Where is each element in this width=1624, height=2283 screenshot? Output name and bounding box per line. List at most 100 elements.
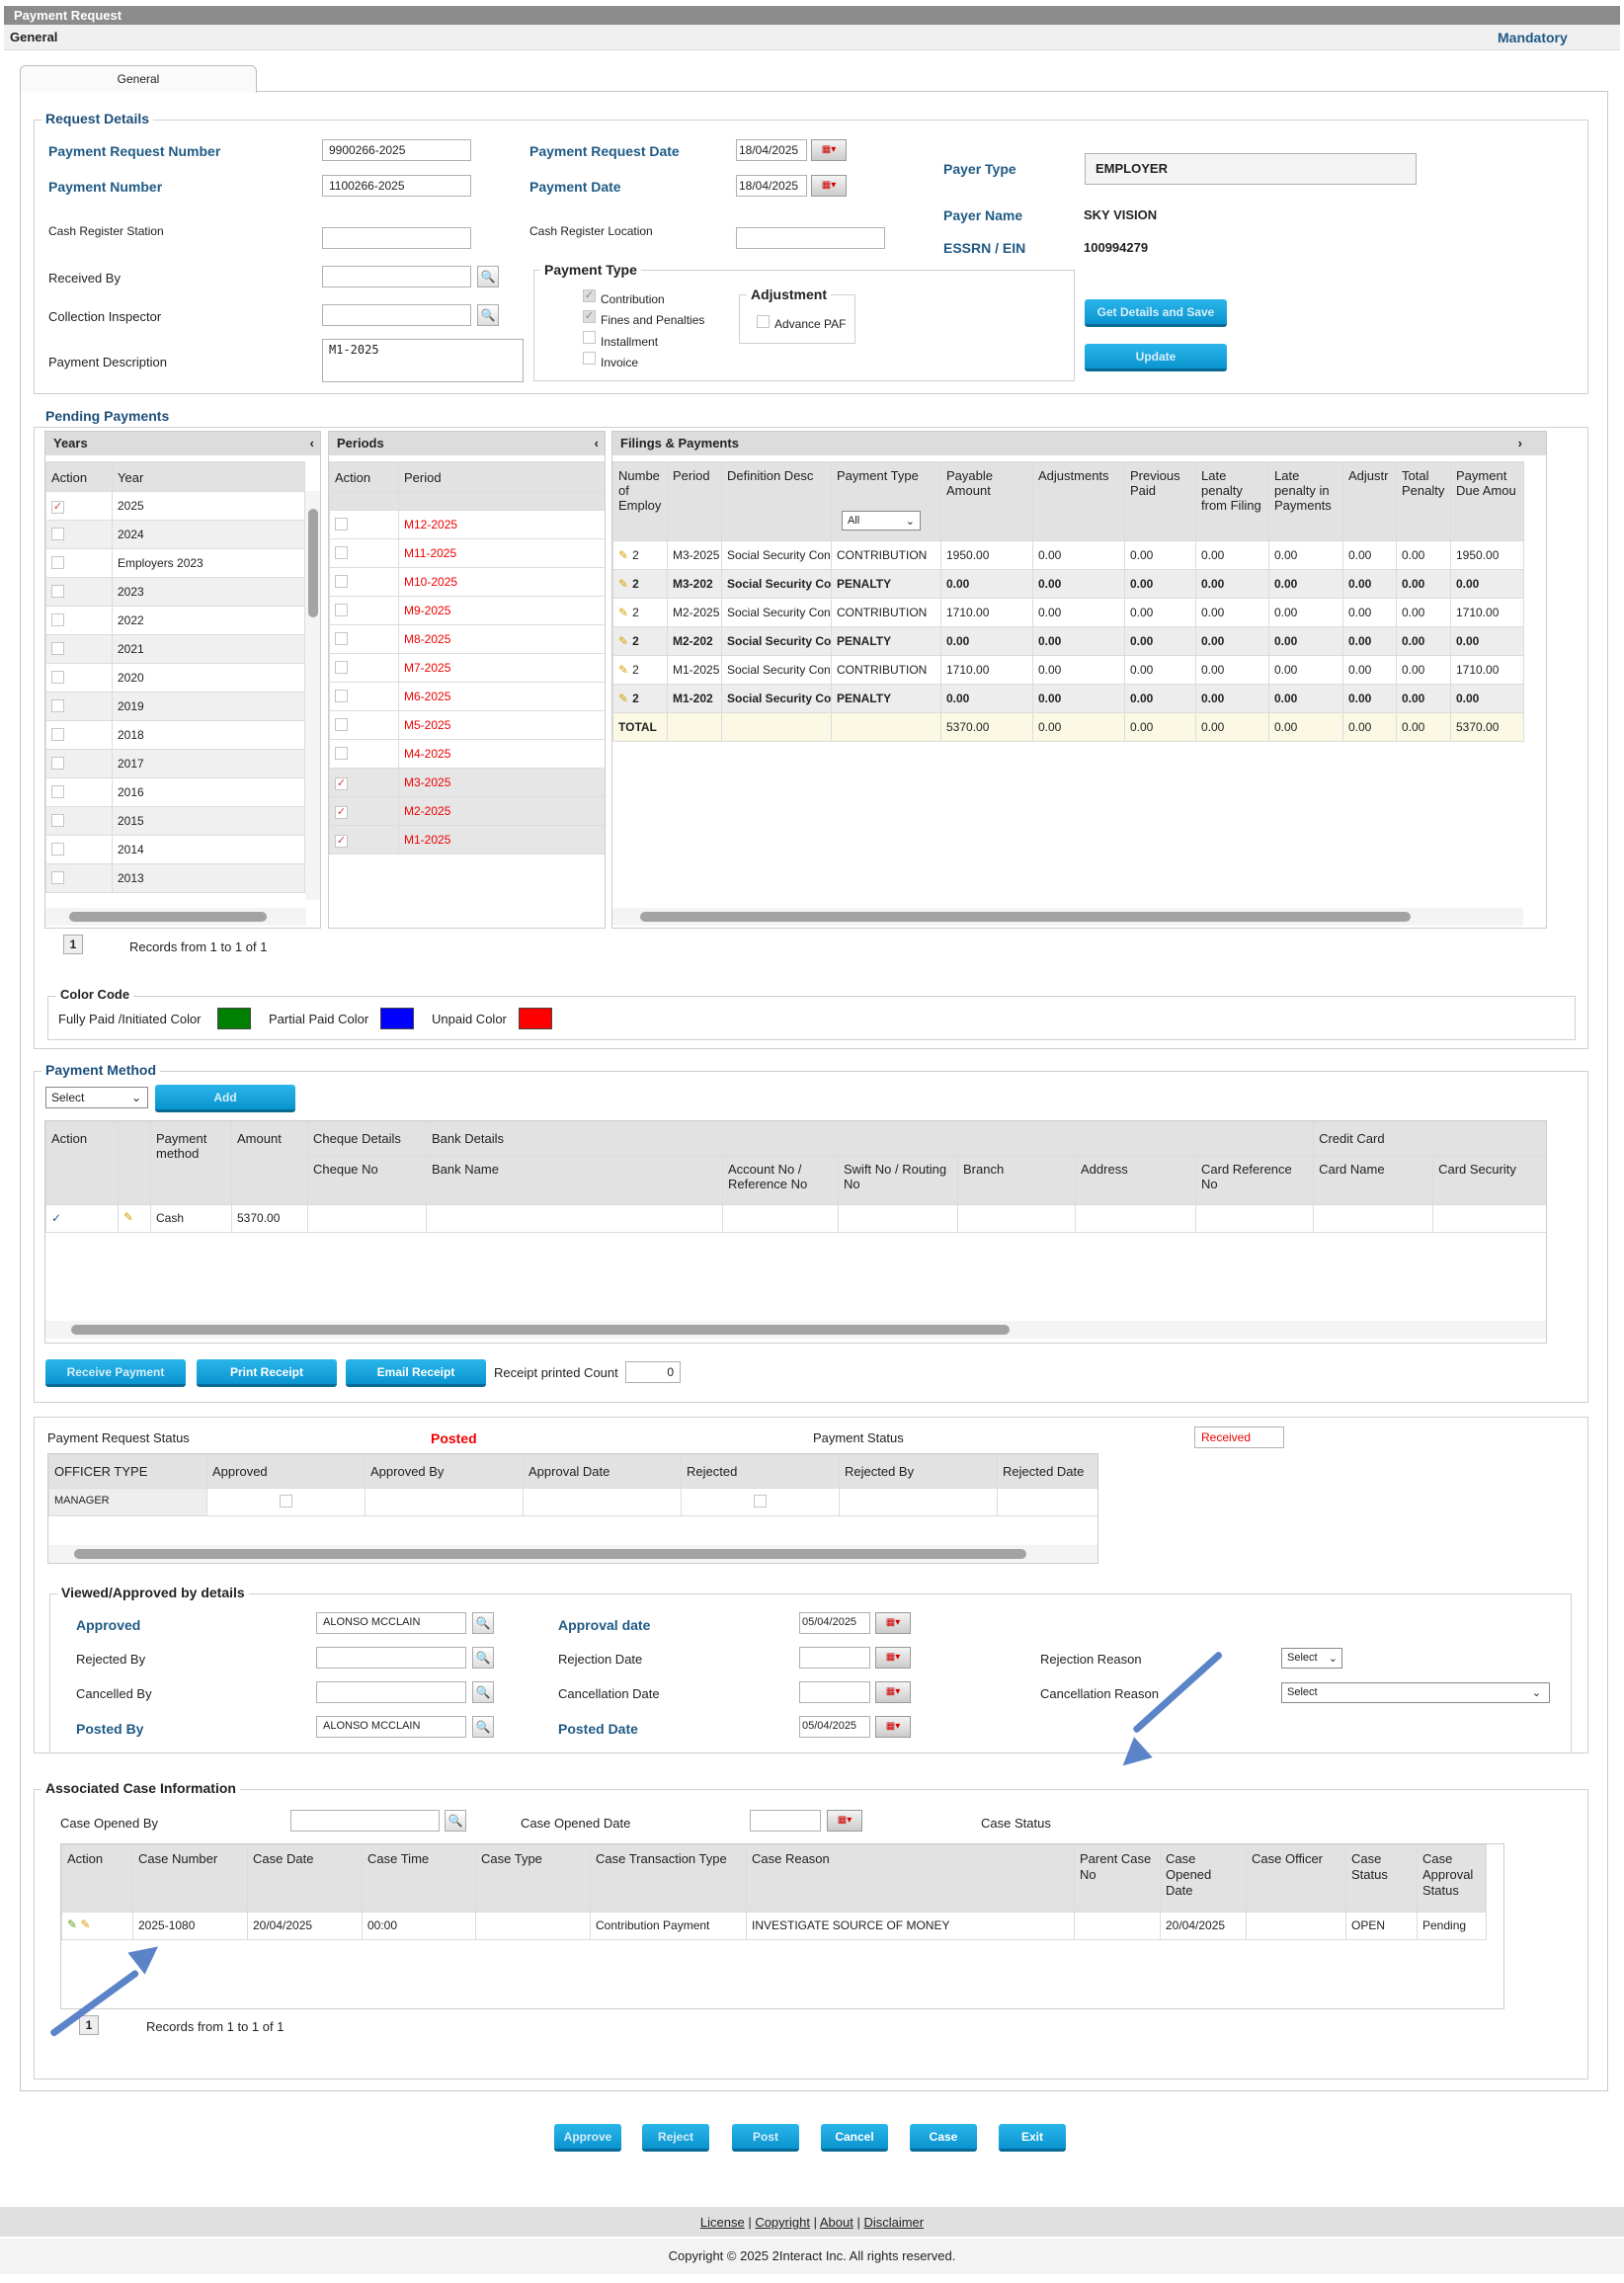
edit-icon[interactable]: ✎ bbox=[618, 663, 629, 677]
rejected-by-search-icon[interactable]: 🔍 bbox=[472, 1647, 494, 1669]
years-scrollbar[interactable] bbox=[305, 491, 320, 900]
update-button[interactable]: Update bbox=[1085, 344, 1227, 371]
year-row[interactable]: 2022 bbox=[45, 606, 305, 635]
row-select-check-icon[interactable]: ✓ bbox=[45, 1204, 119, 1233]
year-checkbox[interactable]: ✓ bbox=[51, 501, 64, 514]
edit-icon[interactable]: ✎ bbox=[618, 577, 629, 591]
period-checkbox[interactable]: ✓ bbox=[335, 806, 348, 819]
filing-row[interactable]: ✎ 2 M1-202 Social Security Co PENALTY 0.00 0.0… bbox=[612, 684, 1524, 713]
year-checkbox[interactable] bbox=[51, 699, 64, 712]
approval-date-field[interactable]: 05/04/2025 bbox=[799, 1612, 870, 1634]
collapse-icon[interactable]: ‹ bbox=[309, 436, 314, 450]
tab-general[interactable]: General bbox=[20, 65, 257, 93]
year-checkbox[interactable] bbox=[51, 642, 64, 655]
filings-hscrollbar[interactable] bbox=[612, 908, 1523, 926]
print-receipt-button[interactable]: Print Receipt bbox=[197, 1359, 337, 1387]
scroll-thumb[interactable] bbox=[74, 1549, 1026, 1559]
period-row[interactable]: M4-2025 bbox=[329, 739, 605, 769]
year-checkbox[interactable] bbox=[51, 728, 64, 741]
payment-description-textarea[interactable]: M1-2025 bbox=[322, 339, 524, 382]
payment-request-date-field[interactable]: 18/04/2025 bbox=[736, 139, 807, 161]
collapse-icon[interactable]: ‹ bbox=[594, 436, 599, 450]
period-checkbox[interactable] bbox=[335, 718, 348, 731]
add-payment-method-button[interactable]: Add bbox=[155, 1085, 295, 1112]
payment-number-field[interactable]: 1100266-2025 bbox=[322, 175, 471, 197]
get-details-button[interactable]: Get Details and Save bbox=[1085, 299, 1227, 327]
calendar-icon[interactable]: ▦▾ bbox=[827, 1810, 862, 1832]
year-checkbox[interactable] bbox=[51, 757, 64, 770]
payment-request-number-field[interactable]: 9900266-2025 bbox=[322, 139, 471, 161]
posted-date-field[interactable]: 05/04/2025 bbox=[799, 1716, 870, 1738]
period-row[interactable]: ✓ M2-2025 bbox=[329, 796, 605, 826]
period-checkbox[interactable]: ✓ bbox=[335, 835, 348, 848]
period-row[interactable]: M5-2025 bbox=[329, 710, 605, 740]
case-button[interactable]: Case bbox=[910, 2124, 977, 2152]
exit-button[interactable]: Exit bbox=[999, 2124, 1066, 2152]
license-link[interactable]: License bbox=[699, 2215, 745, 2230]
year-row[interactable]: 2016 bbox=[45, 777, 305, 807]
period-checkbox[interactable] bbox=[335, 604, 348, 616]
disclaimer-link[interactable]: Disclaimer bbox=[863, 2215, 925, 2230]
pager-page-button[interactable]: 1 bbox=[63, 935, 83, 954]
approved-field[interactable]: ALONSO MCCLAIN bbox=[316, 1612, 466, 1634]
year-row[interactable]: Employers 2023 bbox=[45, 548, 305, 578]
mandatory-link[interactable]: Mandatory bbox=[1498, 30, 1568, 45]
year-checkbox[interactable] bbox=[51, 613, 64, 626]
period-row[interactable]: M10-2025 bbox=[329, 567, 605, 597]
calendar-icon[interactable]: ▦▾ bbox=[875, 1612, 911, 1634]
year-checkbox[interactable] bbox=[51, 528, 64, 540]
period-checkbox[interactable] bbox=[335, 575, 348, 588]
rejected-by-field[interactable] bbox=[316, 1647, 466, 1669]
year-row[interactable]: 2019 bbox=[45, 692, 305, 721]
year-checkbox[interactable] bbox=[51, 671, 64, 684]
cash-register-station-field[interactable] bbox=[322, 227, 471, 249]
filing-row[interactable]: ✎ 2 M2-202 Social Security Co PENALTY 0.00 0.0… bbox=[612, 626, 1524, 656]
year-row[interactable]: 2013 bbox=[45, 863, 305, 893]
year-row[interactable]: 2017 bbox=[45, 749, 305, 778]
year-row[interactable]: 2024 bbox=[45, 520, 305, 549]
edit-icon[interactable]: ✎ bbox=[118, 1204, 151, 1233]
period-row[interactable]: M7-2025 bbox=[329, 653, 605, 683]
scroll-thumb[interactable] bbox=[71, 1325, 1010, 1335]
officer-hscrollbar[interactable] bbox=[48, 1545, 1097, 1563]
payment-type-filter-select[interactable]: All ⌄ bbox=[842, 511, 921, 530]
year-row[interactable]: 2023 bbox=[45, 577, 305, 607]
filing-row[interactable]: ✎ 2 M2-2025 Social Security Cont CONTRIBUTIO… bbox=[612, 598, 1524, 627]
contribution-checkbox[interactable]: ✓ bbox=[583, 289, 596, 302]
edit-icon[interactable]: ✎ bbox=[618, 606, 629, 619]
calendar-icon[interactable]: ▦▾ bbox=[875, 1647, 911, 1669]
received-by-search-icon[interactable]: 🔍 bbox=[477, 266, 499, 287]
approved-search-icon[interactable]: 🔍 bbox=[472, 1612, 494, 1634]
cancelled-by-search-icon[interactable]: 🔍 bbox=[472, 1681, 494, 1703]
cash-register-location-field[interactable] bbox=[736, 227, 885, 249]
year-row[interactable]: 2018 bbox=[45, 720, 305, 750]
calendar-icon[interactable]: ▦▾ bbox=[875, 1681, 911, 1703]
scroll-thumb[interactable] bbox=[640, 912, 1411, 922]
cancellation-reason-select[interactable]: Select ⌄ bbox=[1281, 1682, 1550, 1703]
case-action-icons[interactable]: ✎ ✎ bbox=[61, 1912, 133, 1940]
filing-row[interactable]: ✎ 2 M3-2025 Social Security Cont CONTRIBUTIO… bbox=[612, 540, 1524, 570]
collection-inspector-search-icon[interactable]: 🔍 bbox=[477, 304, 499, 326]
pager-page-button[interactable]: 1 bbox=[79, 2015, 99, 2035]
scroll-thumb[interactable] bbox=[69, 912, 267, 922]
period-row[interactable]: M12-2025 bbox=[329, 510, 605, 539]
fines-checkbox[interactable]: ✓ bbox=[583, 310, 596, 323]
period-row[interactable]: M8-2025 bbox=[329, 624, 605, 654]
year-checkbox[interactable] bbox=[51, 785, 64, 798]
edit-icon[interactable]: ✎ bbox=[618, 634, 629, 648]
calendar-icon[interactable]: ▦▾ bbox=[875, 1716, 911, 1738]
posted-by-search-icon[interactable]: 🔍 bbox=[472, 1716, 494, 1738]
calendar-icon[interactable]: ▦▾ bbox=[811, 139, 847, 161]
year-checkbox[interactable] bbox=[51, 814, 64, 827]
rejection-date-field[interactable] bbox=[799, 1647, 870, 1669]
case-opened-by-search-icon[interactable]: 🔍 bbox=[445, 1810, 466, 1832]
payment-method-select[interactable]: Select ⌄ bbox=[45, 1087, 148, 1108]
case-opened-date-field[interactable] bbox=[750, 1810, 821, 1832]
period-checkbox[interactable] bbox=[335, 747, 348, 760]
period-row[interactable]: M6-2025 bbox=[329, 682, 605, 711]
advance-paf-checkbox[interactable] bbox=[757, 315, 770, 328]
cancel-button[interactable]: Cancel bbox=[821, 2124, 888, 2152]
year-row[interactable]: 2015 bbox=[45, 806, 305, 836]
year-row[interactable]: ✓ 2025 bbox=[45, 491, 305, 521]
edit-icon[interactable]: ✎ bbox=[80, 1917, 91, 1931]
